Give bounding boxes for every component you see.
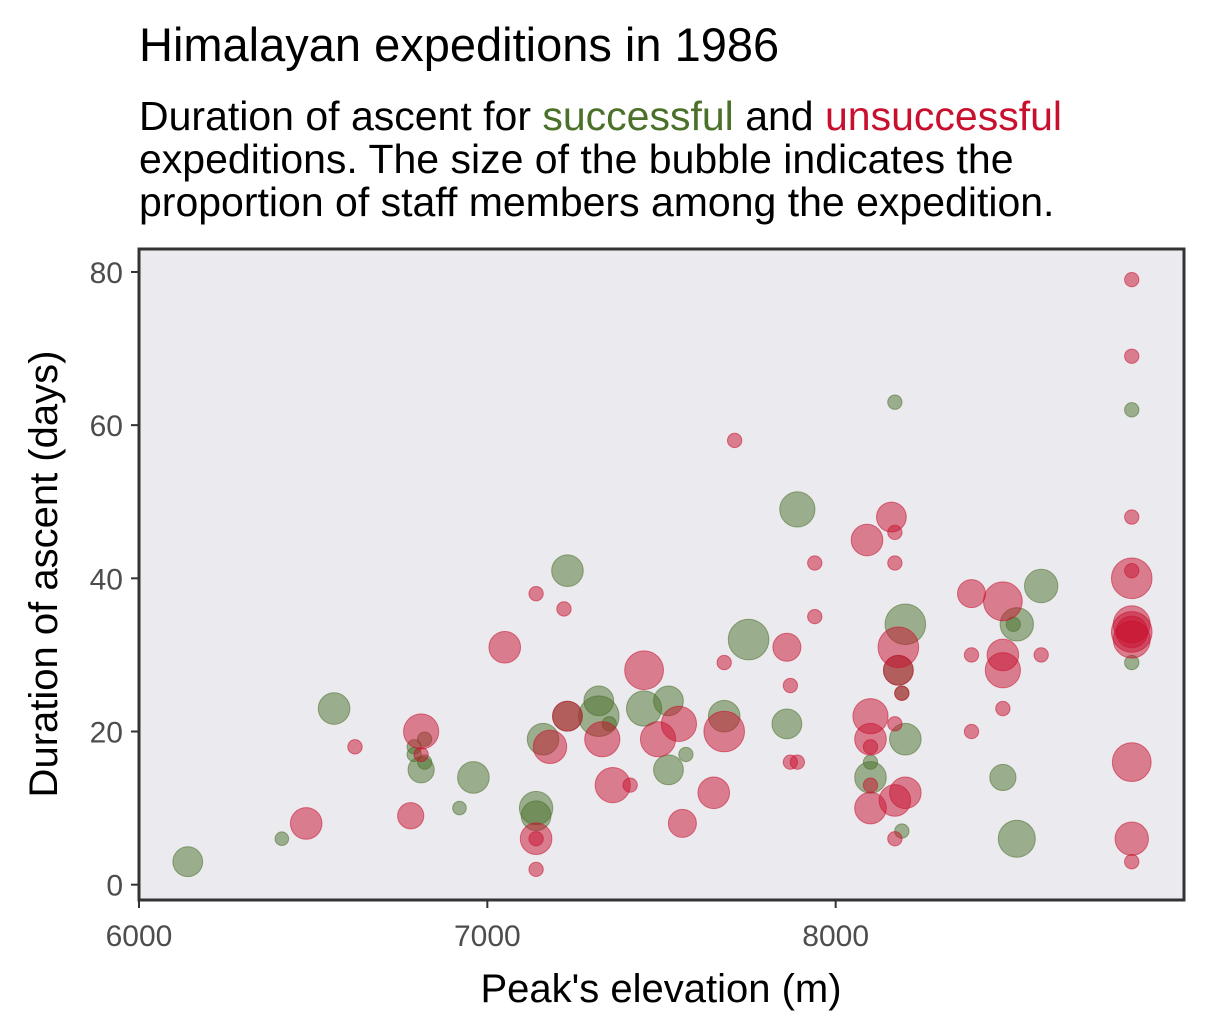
bubble-unsuccessful bbox=[622, 777, 638, 793]
bubble-unsuccessful bbox=[963, 647, 980, 663]
bubble-unsuccessful bbox=[347, 739, 363, 755]
bubble-successful bbox=[727, 618, 770, 661]
subtitle-line-3: proportion of staff members among the ex… bbox=[139, 179, 1055, 225]
bubble-successful bbox=[997, 819, 1036, 858]
bubble-unsuccessful bbox=[1124, 854, 1140, 870]
x-tick-label: 6000 bbox=[106, 920, 173, 953]
bubble-unsuccessful bbox=[584, 721, 621, 758]
x-tick-label: 7000 bbox=[454, 920, 521, 953]
bubble-successful bbox=[452, 800, 467, 816]
bubble-unsuccessful bbox=[1112, 620, 1151, 659]
subtitle-successful-word: successful bbox=[542, 93, 734, 139]
bubble-unsuccessful bbox=[1124, 509, 1140, 525]
bubble-unsuccessful bbox=[397, 802, 425, 830]
bubble-unsuccessful bbox=[726, 432, 743, 449]
bubble-unsuccessful bbox=[1124, 271, 1140, 288]
chart-subtitle: Duration of ascent for successful and un… bbox=[139, 95, 1199, 224]
bubble-successful bbox=[172, 846, 204, 878]
bubble-successful bbox=[862, 754, 879, 770]
bubble-unsuccessful bbox=[887, 831, 903, 847]
bubble-unsuccessful bbox=[552, 700, 583, 732]
bubble-unsuccessful bbox=[697, 776, 731, 810]
bubble-unsuccessful bbox=[862, 739, 879, 755]
bubble-unsuccessful bbox=[556, 601, 572, 617]
bubble-unsuccessful bbox=[772, 632, 802, 662]
bubble-successful bbox=[678, 746, 694, 763]
y-tick-label: 20 bbox=[90, 717, 123, 750]
bubble-successful bbox=[989, 763, 1017, 792]
bubble-unsuccessful bbox=[528, 831, 544, 847]
bubble-unsuccessful bbox=[982, 581, 1023, 622]
bubble-unsuccessful bbox=[413, 746, 429, 763]
bubble-unsuccessful bbox=[667, 808, 697, 838]
bubble-unsuccessful bbox=[1033, 647, 1049, 663]
bubble-successful bbox=[771, 708, 803, 740]
bubble-unsuccessful bbox=[532, 729, 568, 765]
bubble-successful bbox=[551, 554, 584, 587]
bubble-unsuccessful bbox=[782, 677, 799, 694]
y-tick-label: 60 bbox=[90, 410, 123, 443]
bubble-successful bbox=[889, 722, 922, 756]
bubble-unsuccessful bbox=[957, 579, 987, 609]
subtitle-unsuccessful-word: unsuccessful bbox=[825, 93, 1063, 139]
bubble-successful bbox=[457, 761, 490, 794]
bubble-unsuccessful bbox=[1114, 821, 1149, 856]
bubble-unsuccessful bbox=[789, 754, 806, 770]
bubble-unsuccessful bbox=[807, 555, 823, 571]
bubble-unsuccessful bbox=[887, 555, 903, 571]
bubble-unsuccessful bbox=[850, 523, 884, 557]
bubble-unsuccessful bbox=[862, 777, 879, 793]
x-axis-title: Peak's elevation (m) bbox=[480, 967, 841, 1011]
bubble-unsuccessful bbox=[887, 524, 903, 541]
bubble-successful bbox=[317, 692, 351, 725]
bubble-unsuccessful bbox=[995, 700, 1011, 717]
bubble-unsuccessful bbox=[660, 705, 698, 742]
bubble-unsuccessful bbox=[887, 716, 903, 732]
bubble-unsuccessful bbox=[528, 585, 544, 602]
bubble-unsuccessful bbox=[488, 630, 522, 664]
bubble-unsuccessful bbox=[882, 654, 914, 686]
plot-panel bbox=[139, 249, 1184, 900]
bubble-unsuccessful bbox=[403, 713, 440, 750]
bubble-successful bbox=[1023, 568, 1059, 604]
y-tick-label: 40 bbox=[90, 563, 123, 596]
bubble-unsuccessful bbox=[624, 650, 664, 691]
bubble-successful bbox=[653, 754, 684, 786]
bubble-unsuccessful bbox=[1124, 348, 1140, 364]
plot-frame bbox=[137, 247, 1186, 902]
y-tick-label: 80 bbox=[90, 257, 123, 290]
bubble-successful bbox=[1124, 402, 1140, 418]
x-tick-label: 8000 bbox=[802, 920, 869, 953]
bubble-successful bbox=[779, 491, 816, 528]
points-layer bbox=[172, 271, 1153, 878]
y-tick-label: 0 bbox=[106, 870, 123, 903]
chart-title: Himalayan expeditions in 1986 bbox=[139, 18, 780, 71]
bubble-unsuccessful bbox=[528, 861, 544, 878]
bubble-unsuccessful bbox=[703, 710, 746, 753]
subtitle-line-2: expeditions. The size of the bubble indi… bbox=[139, 136, 1014, 182]
bubble-unsuccessful bbox=[889, 776, 922, 810]
bubble-unsuccessful bbox=[1110, 557, 1153, 600]
bubble-unsuccessful bbox=[894, 685, 910, 701]
bubble-unsuccessful bbox=[807, 608, 823, 625]
bubble-unsuccessful bbox=[963, 723, 980, 740]
bubble-unsuccessful bbox=[1111, 742, 1152, 783]
subtitle-text-pre: Duration of ascent for bbox=[139, 93, 543, 139]
axes-layer: 6000 7000 8000 0 20 40 60 80 bbox=[90, 257, 869, 953]
subtitle-line-1: Duration of ascent for successful and un… bbox=[139, 95, 1199, 138]
bubble-successful bbox=[274, 831, 290, 847]
bubble-unsuccessful bbox=[289, 807, 323, 840]
subtitle-text-mid: and bbox=[733, 93, 825, 139]
y-axis-title: Duration of ascent (days) bbox=[22, 351, 66, 798]
bubble-successful bbox=[887, 394, 903, 410]
bubble-unsuccessful bbox=[716, 654, 732, 671]
bubble-unsuccessful bbox=[984, 652, 1021, 689]
